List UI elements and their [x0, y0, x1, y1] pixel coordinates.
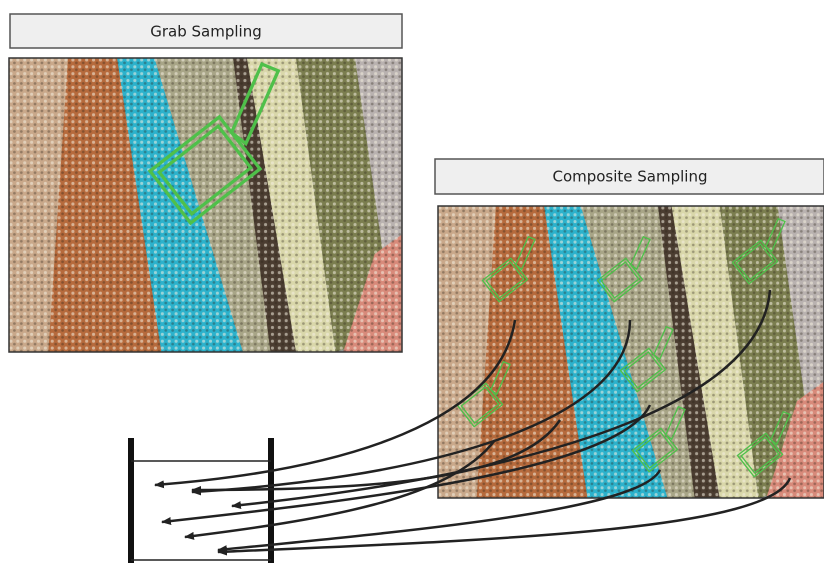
- grab-image: [9, 58, 402, 352]
- container: [131, 438, 271, 563]
- diagram: Grab Sampling Composite Sampling: [0, 0, 824, 563]
- composite-image: [438, 206, 824, 499]
- composite-label: Composite Sampling: [552, 168, 707, 186]
- grab-label: Grab Sampling: [150, 23, 261, 41]
